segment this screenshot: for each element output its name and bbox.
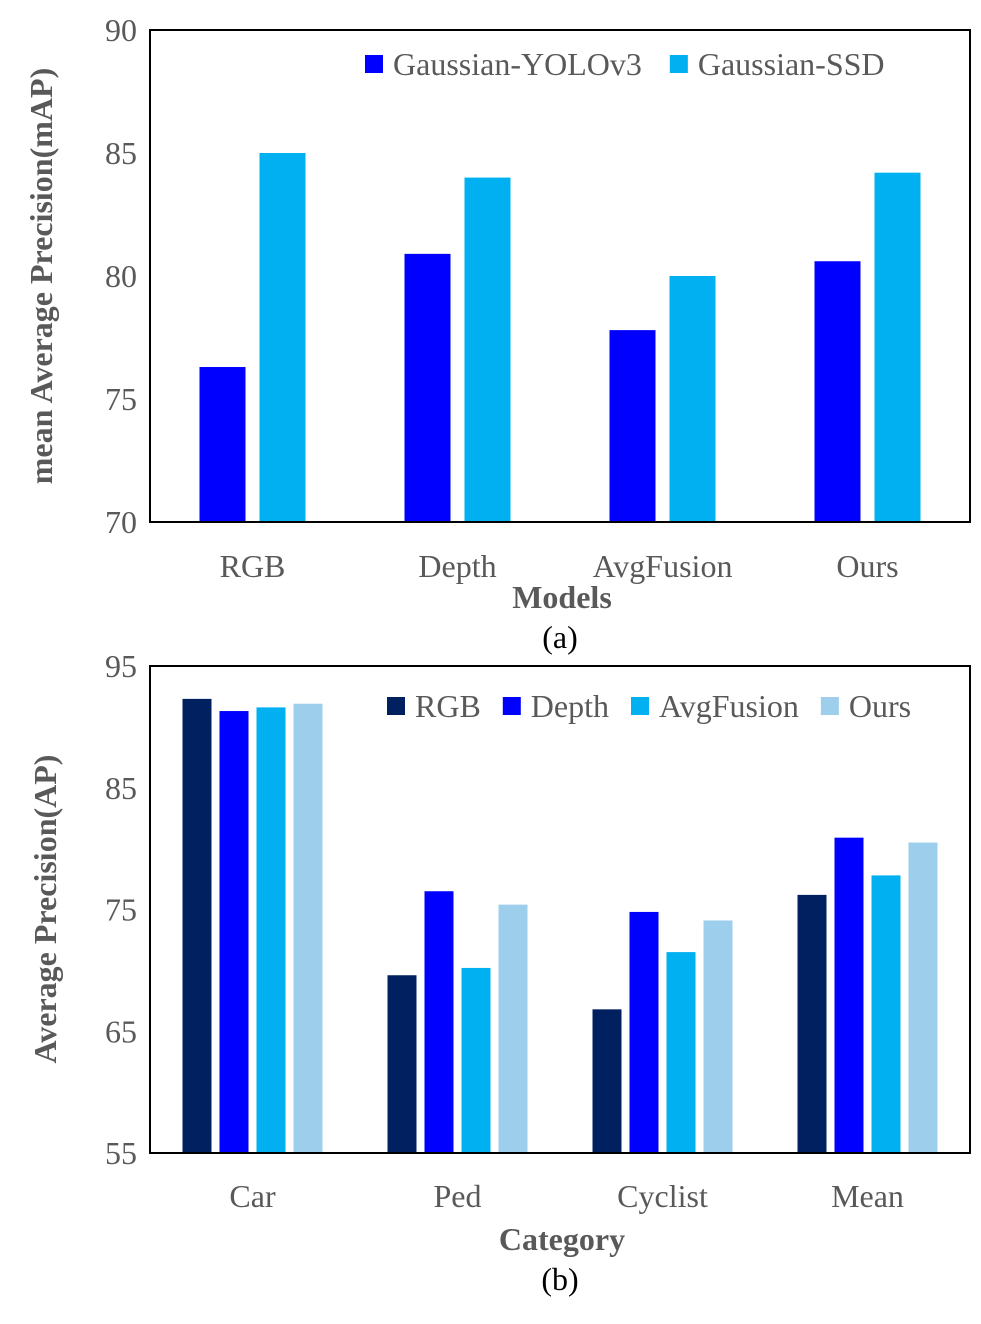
chart-b-x-tick-label-cyclist: Cyclist — [617, 1178, 708, 1214]
chart-b-bar-ours-ped — [498, 904, 528, 1153]
chart-b-y-tick-label: 95 — [105, 648, 137, 684]
chart-a-y-tick-label: 90 — [105, 12, 137, 48]
chart-b-y-ticks: 55 65 75 85 95 — [105, 648, 137, 1171]
chart-a-legend-label-gaussian-yolov3: Gaussian-YOLOv3 — [393, 46, 642, 82]
chart-b-bar-avgfusion-mean — [871, 875, 901, 1153]
chart-b-x-axis-title: Category — [499, 1221, 625, 1257]
chart-a-x-tick-label-ours: Ours — [836, 548, 898, 584]
chart-a-y-axis-title: mean Average Precision(mAP) — [23, 68, 59, 484]
chart-b-legend-label-depth: Depth — [531, 688, 609, 724]
chart-a-x-tick-label-depth: Depth — [418, 548, 496, 584]
chart-a-x-tick-label-rgb: RGB — [220, 548, 286, 584]
chart-b: 55 65 75 85 95 Car Ped Cyclist Mean RGB Depth Avg… — [27, 648, 971, 1297]
chart-b-plot-frame — [149, 665, 971, 1154]
chart-b-y-tick-label: 85 — [105, 770, 137, 806]
chart-a-bar-gaussian-yolov3-depth — [404, 253, 451, 523]
chart-a-y-tick-label: 80 — [105, 258, 137, 294]
chart-a-bar-gaussian-ssd-depth — [464, 177, 511, 522]
chart-b-y-axis-title: Average Precision(AP) — [27, 755, 63, 1064]
chart-a-x-ticks: RGB Depth AvgFusion Ours — [220, 548, 899, 584]
chart-b-bar-depth-car — [219, 711, 249, 1153]
chart-a-bar-gaussian-yolov3-avgfusion — [609, 330, 656, 522]
chart-a-y-tick-label: 85 — [105, 135, 137, 171]
chart-a-legend: Gaussian-YOLOv3 Gaussian-SSD — [365, 46, 885, 82]
chart-b-x-ticks: Car Ped Cyclist Mean — [229, 1178, 904, 1214]
chart-a-bars — [199, 153, 921, 523]
chart-b-legend-swatch-avgfusion — [631, 697, 649, 715]
chart-b-bar-depth-ped — [424, 891, 454, 1153]
chart-a-bar-gaussian-ssd-ours — [874, 172, 921, 522]
chart-b-y-tick-label: 55 — [105, 1135, 137, 1171]
chart-b-bar-rgb-car — [182, 698, 212, 1153]
chart-b-y-tick-label: 65 — [105, 1013, 137, 1049]
chart-b-bar-avgfusion-cyclist — [666, 952, 696, 1153]
chart-b-bar-rgb-cyclist — [592, 1009, 622, 1153]
chart-b-caption: (b) — [541, 1261, 578, 1297]
chart-b-x-tick-label-car: Car — [229, 1178, 276, 1214]
chart-a-bar-gaussian-yolov3-rgb — [199, 367, 246, 522]
chart-a-y-tick-label: 75 — [105, 381, 137, 417]
chart-b-legend-swatch-ours — [820, 697, 839, 715]
chart-b-bar-ours-mean — [908, 842, 938, 1153]
chart-a-legend-label-gaussian-ssd: Gaussian-SSD — [698, 46, 885, 82]
chart-a-caption: (a) — [542, 619, 578, 655]
chart-a-legend-swatch-gaussian-yolov3 — [365, 55, 383, 73]
chart-a-bar-gaussian-ssd-rgb — [259, 153, 306, 522]
chart-b-legend-swatch-depth — [502, 697, 521, 715]
chart-b-bar-depth-mean — [834, 837, 864, 1153]
chart-b-bar-rgb-ped — [387, 975, 417, 1153]
chart-b-x-tick-label-ped: Ped — [434, 1178, 482, 1214]
chart-b-x-tick-label-mean: Mean — [831, 1178, 904, 1214]
chart-b-legend: RGB Depth AvgFusion Ours — [387, 688, 911, 724]
chart-b-legend-label-rgb: RGB — [415, 688, 481, 724]
chart-b-bar-avgfusion-ped — [461, 967, 491, 1153]
chart-b-bar-avgfusion-car — [256, 707, 286, 1153]
chart-b-legend-label-ours: Ours — [849, 688, 911, 724]
chart-b-bar-depth-cyclist — [629, 911, 659, 1153]
chart-a-y-tick-label: 70 — [105, 504, 137, 540]
chart-b-legend-label-avgfusion: AvgFusion — [659, 688, 799, 724]
chart-a: 70 75 80 85 90 RGB Depth AvgFusion Ours Gaussia… — [23, 12, 971, 655]
chart-a-x-tick-label-avgfusion: AvgFusion — [593, 548, 733, 584]
chart-a-bar-gaussian-ssd-avgfusion — [669, 276, 716, 522]
chart-a-legend-swatch-gaussian-ssd — [669, 55, 688, 73]
chart-a-bar-gaussian-yolov3-ours — [814, 261, 861, 522]
chart-b-legend-swatch-rgb — [387, 697, 405, 715]
chart-b-y-tick-label: 75 — [105, 892, 137, 928]
chart-b-bar-ours-cyclist — [703, 920, 733, 1153]
chart-a-y-ticks: 70 75 80 85 90 — [105, 12, 137, 540]
chart-b-bars — [182, 698, 938, 1153]
chart-b-bar-rgb-mean — [797, 894, 827, 1153]
chart-a-plot-frame — [149, 29, 971, 523]
chart-b-bar-ours-car — [293, 703, 323, 1153]
chart-a-x-axis-title: Models — [512, 579, 612, 615]
